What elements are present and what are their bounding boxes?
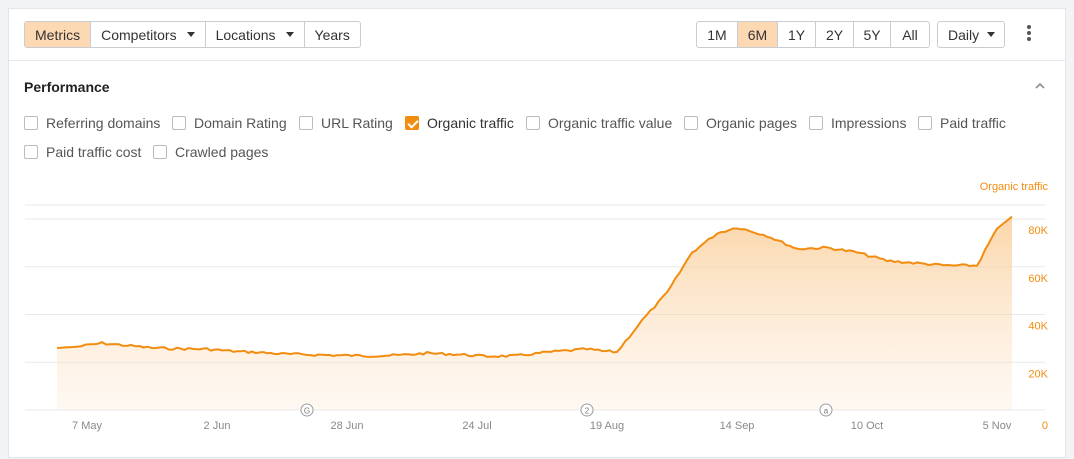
annotation-circle <box>300 403 314 417</box>
y-tick-label: 40K <box>1028 321 1048 333</box>
y-tick-label: 80K <box>1028 225 1048 237</box>
checkbox-organic-traffic-value[interactable]: Organic traffic value <box>526 115 672 131</box>
metrics-button[interactable]: Metrics <box>25 22 92 47</box>
checkbox-label: Paid traffic <box>940 115 1006 131</box>
checkbox-box <box>684 116 698 130</box>
checkbox-crawled-pages[interactable]: Crawled pages <box>153 144 268 160</box>
annotation-circle <box>580 403 594 417</box>
x-tick-label: 2 Jun <box>204 420 231 432</box>
range-label: 1Y <box>787 26 806 43</box>
x-tick-label: 28 Jun <box>330 420 363 432</box>
checkbox-box <box>299 116 313 130</box>
checkbox-box <box>153 145 167 159</box>
checkbox-label: Organic pages <box>706 115 798 131</box>
x-tick-label: 14 Sep <box>720 420 755 432</box>
checkbox-organic-pages[interactable]: Organic pages <box>684 115 797 131</box>
metrics-segment: Metrics Competitors Locations Years <box>24 21 361 48</box>
years-button[interactable]: Years <box>305 22 360 47</box>
range-label: 6M <box>747 26 768 43</box>
competitors-label: Competitors <box>101 26 177 43</box>
range-label: 5Y <box>863 26 881 43</box>
range-5y-button[interactable]: 5Y <box>854 22 891 47</box>
range-1m-button[interactable]: 1M <box>697 22 738 47</box>
range-label: 1M <box>707 26 727 43</box>
annotation-marker[interactable]: a <box>819 403 833 417</box>
kebab-menu-icon[interactable] <box>1023 25 1035 45</box>
checkbox-organic-traffic[interactable]: Organic traffic <box>405 115 514 131</box>
range-label: 2Y <box>825 26 844 43</box>
caret-down-icon <box>186 32 195 37</box>
checkbox-label: Organic traffic value <box>548 115 673 131</box>
checkbox-impressions[interactable]: Impressions <box>809 115 906 131</box>
x-tick-label: 24 Jul <box>462 420 491 432</box>
checkbox-label: Crawled pages <box>175 144 269 160</box>
checkbox-domain-rating[interactable]: Domain Rating <box>172 115 287 131</box>
organic-traffic-area <box>57 216 1012 410</box>
y-tick-label: 0 <box>1042 420 1048 432</box>
locations-label: Locations <box>215 26 276 43</box>
chevron-up-icon[interactable] <box>1035 81 1045 91</box>
y-tick-label: 20K <box>1028 368 1048 380</box>
organic-traffic-chart: Organic traffic 0 20K 40K 60K 80K 7 May 2 Jun… <box>25 181 1049 432</box>
range-1y-button[interactable]: 1Y <box>778 22 816 47</box>
toolbar: Metrics Competitors Locations Years 1M 6… <box>9 9 1065 61</box>
years-label: Years <box>314 26 350 43</box>
annotation-label: a <box>824 407 829 416</box>
checkbox-label: Impressions <box>831 115 907 131</box>
annotation-label: G <box>304 407 310 416</box>
range-2y-button[interactable]: 2Y <box>816 22 854 47</box>
checkbox-paid-traffic-cost[interactable]: Paid traffic cost <box>24 144 141 160</box>
checkbox-paid-traffic[interactable]: Paid traffic <box>918 115 1006 131</box>
checkbox-referring-domains[interactable]: Referring domains <box>24 115 160 131</box>
checkbox-label: Paid traffic cost <box>46 144 142 160</box>
organic-traffic-line <box>56 215 1013 358</box>
series-label: Organic traffic <box>980 181 1049 193</box>
caret-down-icon <box>987 32 996 37</box>
checkbox-url-rating[interactable]: URL Rating <box>299 115 393 131</box>
checkbox-box <box>172 116 186 130</box>
annotation-marker[interactable]: G <box>300 403 314 417</box>
checkbox-box <box>526 116 540 130</box>
y-tick-label: 60K <box>1028 273 1048 285</box>
checkbox-label: Organic traffic <box>427 115 514 131</box>
range-label: All <box>902 26 918 43</box>
annotation-circle <box>819 403 833 417</box>
range-all-button[interactable]: All <box>891 22 929 47</box>
performance-panel: Metrics Competitors Locations Years 1M 6… <box>8 8 1066 458</box>
checkbox-label: Referring domains <box>46 115 161 131</box>
x-tick-label: 10 Oct <box>851 420 883 432</box>
competitors-dropdown[interactable]: Competitors <box>91 22 206 47</box>
date-range-segment: 1M 6M 1Y 2Y 5Y All <box>696 21 930 48</box>
interval-dropdown[interactable]: Daily <box>937 21 1005 48</box>
checkbox-label: Domain Rating <box>194 115 287 131</box>
checkbox-box <box>809 116 823 130</box>
metrics-label: Metrics <box>35 26 81 43</box>
interval-label: Daily <box>948 26 980 43</box>
caret-down-icon <box>285 32 294 37</box>
checkbox-box <box>24 116 38 130</box>
section-title: Performance <box>24 79 110 95</box>
checkbox-box <box>405 116 419 130</box>
locations-dropdown[interactable]: Locations <box>206 22 305 47</box>
x-tick-label: 7 May <box>72 420 102 432</box>
range-6m-button[interactable]: 6M <box>738 22 778 47</box>
x-tick-label: 19 Aug <box>590 420 624 432</box>
checkbox-box <box>918 116 932 130</box>
annotation-label: 2 <box>585 407 590 416</box>
annotation-marker[interactable]: 2 <box>580 403 594 417</box>
x-tick-label: 5 Nov <box>983 420 1012 432</box>
checkbox-box <box>24 145 38 159</box>
checkbox-label: URL Rating <box>321 115 393 131</box>
